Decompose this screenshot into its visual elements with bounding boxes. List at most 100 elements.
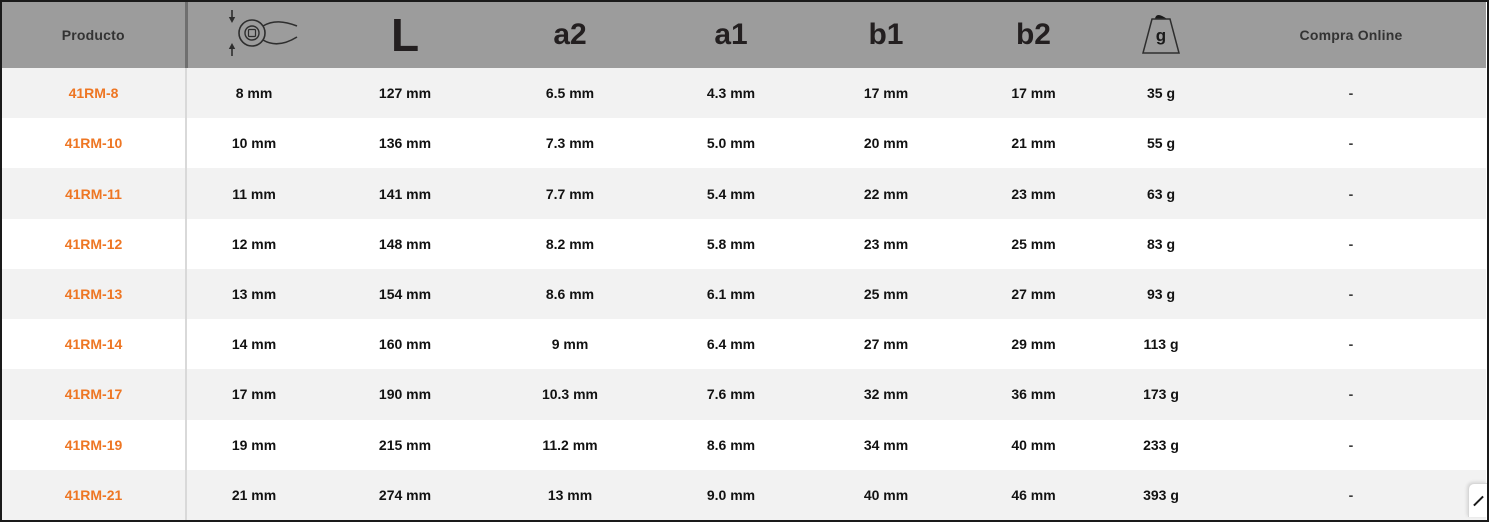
cell-length: 215 mm: [378, 436, 432, 453]
cell-b2: 25 mm: [1011, 235, 1056, 252]
cell-size: 14 mm: [231, 336, 277, 353]
cell-compra: -: [1348, 85, 1354, 102]
cell-length: 136 mm: [378, 135, 432, 152]
cell-b2: 46 mm: [1011, 486, 1056, 503]
diagonal-resize-icon: [1472, 495, 1484, 506]
cell-a2: 11.2 mm: [542, 436, 598, 453]
corner-resize-handle[interactable]: [1468, 483, 1487, 517]
weight-grams-icon: g: [1135, 9, 1187, 62]
cell-producto[interactable]: 41RM-10: [2, 118, 187, 169]
cell-size: 21 mm: [231, 486, 277, 503]
cell-a2: 13 mm: [547, 486, 593, 503]
cell-b1: 40 mm: [863, 486, 909, 503]
cell-a2: 7.7 mm: [545, 185, 595, 202]
cell-b2: 29 mm: [1011, 336, 1056, 353]
cell-producto[interactable]: 41RM-14: [2, 319, 187, 370]
cell-weight: 35 g: [1146, 85, 1175, 102]
cell-weight: 83 g: [1146, 235, 1175, 252]
weight-icon-letter: g: [1156, 26, 1166, 45]
spec-table-body: 41RM-8 8 mm 127 mm 6.5 mm 4.3 mm 17 mm 17 mm 35…: [2, 68, 1486, 520]
column-header-length: L: [321, 2, 489, 68]
cell-weight: 55 g: [1146, 135, 1175, 152]
cell-b1: 27 mm: [863, 336, 909, 353]
cell-compra: -: [1348, 185, 1354, 202]
column-header-producto: Producto: [2, 2, 188, 68]
cell-b2: 21 mm: [1011, 135, 1056, 152]
table-row: 41RM-17 17 mm 190 mm 10.3 mm 7.6 mm 32 mm 36 m…: [2, 369, 1486, 420]
cell-b1: 17 mm: [863, 85, 909, 102]
cell-size: 17 mm: [231, 386, 277, 403]
cell-a2: 6.5 mm: [545, 85, 595, 102]
cell-length: 190 mm: [378, 386, 432, 403]
cell-producto[interactable]: 41RM-11: [2, 168, 187, 219]
cell-a2: 9 mm: [551, 336, 589, 353]
table-row: 41RM-8 8 mm 127 mm 6.5 mm 4.3 mm 17 mm 17 mm 35…: [2, 68, 1486, 119]
table-row: 41RM-12 12 mm 148 mm 8.2 mm 5.8 mm 23 mm 25 mm…: [2, 218, 1486, 269]
cell-a1: 8.6 mm: [706, 436, 756, 453]
cell-b2: 17 mm: [1011, 85, 1056, 102]
cell-size: 13 mm: [231, 285, 277, 302]
cell-b2: 23 mm: [1011, 185, 1056, 202]
cell-a1: 5.0 mm: [706, 135, 756, 152]
column-header-b2: b2: [961, 2, 1106, 68]
cell-compra: -: [1348, 486, 1354, 503]
cell-b1: 23 mm: [863, 235, 909, 252]
cell-producto[interactable]: 41RM-17: [2, 369, 187, 420]
cell-a2: 8.2 mm: [545, 235, 595, 252]
cell-weight: 173 g: [1143, 386, 1179, 403]
cell-a1: 9.0 mm: [706, 486, 756, 503]
column-header-a1: a1: [651, 2, 811, 68]
cell-size: 8 mm: [235, 85, 273, 102]
cell-a1: 5.8 mm: [706, 235, 756, 252]
cell-weight: 113 g: [1143, 336, 1179, 353]
cell-a2: 7.3 mm: [545, 135, 595, 152]
cell-producto[interactable]: 41RM-12: [2, 218, 187, 269]
cell-weight: 393 g: [1143, 486, 1179, 503]
cell-compra: -: [1348, 135, 1354, 152]
header-row: Producto: [2, 2, 1486, 68]
cell-weight: 233 g: [1143, 436, 1179, 453]
cell-b1: 25 mm: [863, 285, 909, 302]
cell-weight: 63 g: [1146, 185, 1175, 202]
cell-a1: 6.4 mm: [706, 336, 756, 353]
cell-length: 154 mm: [378, 285, 432, 302]
column-header-b1: b1: [811, 2, 961, 68]
table-row: 41RM-21 21 mm 274 mm 13 mm 9.0 mm 40 mm 46 mm 3…: [2, 469, 1486, 520]
cell-producto[interactable]: 41RM-8: [2, 68, 187, 119]
cell-b1: 34 mm: [863, 436, 909, 453]
cell-a2: 8.6 mm: [545, 285, 595, 302]
cell-a1: 4.3 mm: [706, 85, 756, 102]
cell-size: 12 mm: [231, 235, 277, 252]
cell-b2: 36 mm: [1011, 386, 1056, 403]
table-row: 41RM-11 11 mm 141 mm 7.7 mm 5.4 mm 22 mm 23 mm…: [2, 168, 1486, 219]
column-header-weight: g: [1106, 2, 1216, 68]
column-header-a2: a2: [489, 2, 651, 68]
cell-a2: 10.3 mm: [541, 386, 599, 403]
cell-b2: 40 mm: [1011, 436, 1056, 453]
cell-a1: 5.4 mm: [706, 185, 756, 202]
cell-b2: 27 mm: [1011, 285, 1056, 302]
cell-length: 127 mm: [378, 85, 432, 102]
cell-a1: 6.1 mm: [706, 285, 756, 302]
cell-producto[interactable]: 41RM-13: [2, 268, 187, 320]
cell-size: 10 mm: [231, 135, 277, 152]
cell-b1: 32 mm: [863, 386, 909, 403]
cell-compra: -: [1348, 386, 1354, 403]
cell-length: 148 mm: [378, 235, 432, 252]
cell-b1: 22 mm: [863, 185, 909, 202]
table-row: 41RM-13 13 mm 154 mm 8.6 mm 6.1 mm 25 mm 27 mm…: [2, 268, 1486, 320]
column-header-size: [186, 2, 321, 68]
cell-weight: 93 g: [1146, 285, 1175, 302]
cell-producto[interactable]: 41RM-19: [2, 419, 187, 470]
table-row: 41RM-19 19 mm 215 mm 11.2 mm 8.6 mm 34 mm 40 m…: [2, 419, 1486, 470]
cell-compra: -: [1348, 436, 1354, 453]
table-row: 41RM-14 14 mm 160 mm 9 mm 6.4 mm 27 mm 29 mm 11…: [2, 319, 1486, 370]
cell-compra: -: [1348, 285, 1354, 302]
cell-compra: -: [1348, 235, 1354, 252]
cell-producto[interactable]: 41RM-21: [2, 469, 187, 520]
cell-a1: 7.6 mm: [706, 386, 756, 403]
cell-compra: -: [1348, 336, 1354, 353]
cell-length: 141 mm: [378, 185, 432, 202]
